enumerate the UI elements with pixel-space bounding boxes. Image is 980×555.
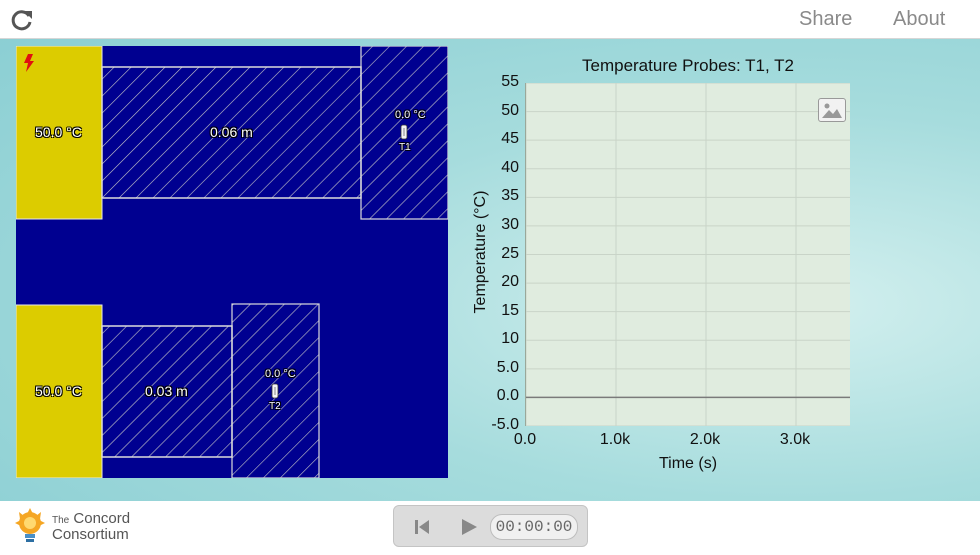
reload-icon[interactable] [10,8,34,32]
time-display: 00:00:00 [490,514,578,540]
y-tick-label: 55 [501,73,519,90]
y-axis-label: Temperature (°C) [472,190,489,314]
probe-t1-reading: 0.0 °C [395,109,426,121]
y-tick-label: 45 [501,130,519,148]
x-tick-label: 1.0k [599,431,631,448]
share-link[interactable]: Share [799,8,853,30]
logo-the: The [52,515,70,526]
graph-title: Temperature Probes: T1, T2 [582,56,794,75]
slab-bottom[interactable] [101,325,233,458]
probe-t1-name: T1 [399,142,411,153]
probe-t2-reading: 0.0 °C [265,368,296,380]
heater-top[interactable] [16,46,103,220]
lightning-icon [24,54,34,72]
reset-icon[interactable] [414,518,430,536]
y-tick-label: 40 [501,158,519,176]
heater-bottom-temperature: 50.0 °C [35,383,82,399]
y-tick-label: 20 [501,273,519,291]
y-tick-label: -5.0 [491,416,519,433]
heater-top-temperature: 50.0 °C [35,124,82,140]
probe-t1-icon[interactable] [400,124,408,140]
playback-controls: 00:00:00 [393,505,588,547]
logo-line2: Consortium [52,526,129,543]
simulation-canvas[interactable]: 50.0 °C 0.06 m 0.0 °C T1 50.0 °C 0.03 m … [16,46,448,478]
y-tick-label: 30 [501,215,519,233]
y-tick-label: 5.0 [496,358,519,376]
y-tick-label: 10 [501,330,519,348]
concord-logo-text: The Concord Consortium [52,510,131,543]
image-export-icon[interactable] [818,98,846,122]
probe-t2-name: T2 [269,401,281,412]
concord-logo-icon [12,507,48,547]
y-tick-label: 50 [501,101,519,119]
plot-grid [525,82,850,427]
play-icon[interactable] [460,518,478,536]
x-tick-label: 3.0k [779,431,811,448]
slab-top[interactable] [101,66,362,199]
y-tick-label: 15 [501,301,519,319]
logo-line1: Concord [73,510,131,527]
probe-t2-icon[interactable] [271,383,279,399]
x-axis-label: Time (s) [658,455,718,472]
y-tick-label: 35 [501,187,519,205]
x-tick-label: 0.0 [513,431,537,448]
y-tick-label: 25 [501,244,519,262]
y-tick-label: 0.0 [496,387,519,405]
heater-bottom[interactable] [16,304,103,478]
x-tick-label: 2.0k [689,431,721,448]
plot-area[interactable] [525,82,850,427]
top-bar: Share About [0,0,980,39]
about-link[interactable]: About [893,8,946,30]
slab-top-length: 0.06 m [210,124,253,140]
slab-bottom-length: 0.03 m [145,383,188,399]
